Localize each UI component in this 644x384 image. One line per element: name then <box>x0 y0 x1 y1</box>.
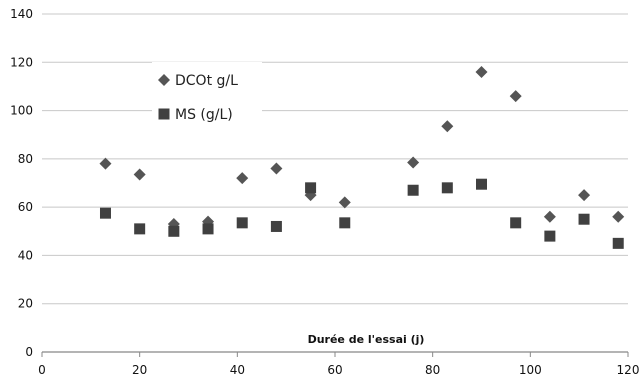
dcot-point <box>612 210 625 223</box>
dcot-point <box>133 168 146 181</box>
legend: DCOt g/L MS (g/L) <box>152 62 262 130</box>
y-tick-label: 100 <box>10 104 33 118</box>
dcot-point <box>475 65 488 78</box>
x-tick-label: 100 <box>519 363 542 377</box>
legend-label: MS (g/L) <box>175 107 233 123</box>
ms-point <box>612 237 624 249</box>
ms-point <box>236 217 248 229</box>
dcot-point <box>270 162 283 175</box>
dcot-point <box>236 172 249 185</box>
legend-marker-square <box>158 108 170 120</box>
ms-point <box>476 178 487 190</box>
y-tick-label: 80 <box>18 152 33 166</box>
ms-point <box>339 217 351 229</box>
x-axis-title: Durée de l'essai (j) <box>308 333 425 346</box>
ms-point <box>510 217 522 229</box>
dcot-point <box>543 210 556 223</box>
dcot-point <box>338 196 351 209</box>
dcot-point <box>441 120 454 133</box>
ms-point <box>578 213 590 225</box>
y-tick-label: 0 <box>25 345 33 359</box>
y-tick-labels: 0 20 40 60 80 100 120 140 <box>10 7 33 359</box>
dcot-point <box>99 157 112 170</box>
ms-point <box>407 184 419 196</box>
axes <box>41 351 629 357</box>
dcot-point <box>407 156 420 169</box>
ms-point <box>270 220 282 232</box>
x-axis-title-background <box>292 331 440 347</box>
x-tick-label: 80 <box>425 363 440 377</box>
x-tick-label: 20 <box>132 363 147 377</box>
y-tick-label: 60 <box>18 200 33 214</box>
legend-marker-diamond <box>158 74 170 86</box>
legend-background <box>152 62 262 130</box>
x-tick-label: 0 <box>38 363 46 377</box>
y-tick-label: 20 <box>18 297 33 311</box>
ms-point <box>99 207 111 219</box>
ms-point <box>202 223 214 235</box>
dcot-point <box>578 189 591 202</box>
grid-lines <box>42 13 628 305</box>
data-marks <box>99 65 625 249</box>
y-tick-label: 140 <box>10 7 33 21</box>
x-tick-label: 120 <box>617 363 640 377</box>
dcot-point <box>509 90 522 103</box>
y-tick-label: 120 <box>10 55 33 69</box>
y-tick-label: 40 <box>18 248 33 262</box>
ms-point <box>168 225 180 237</box>
ms-point <box>305 182 317 194</box>
ms-point <box>544 230 556 242</box>
ms-point <box>134 223 146 235</box>
x-tick-labels: 0 20 40 60 80 100 120 <box>38 363 639 377</box>
ms-point <box>441 182 453 194</box>
legend-label: DCOt g/L <box>175 73 238 89</box>
x-tick-label: 60 <box>327 363 342 377</box>
x-tick-label: 40 <box>230 363 245 377</box>
